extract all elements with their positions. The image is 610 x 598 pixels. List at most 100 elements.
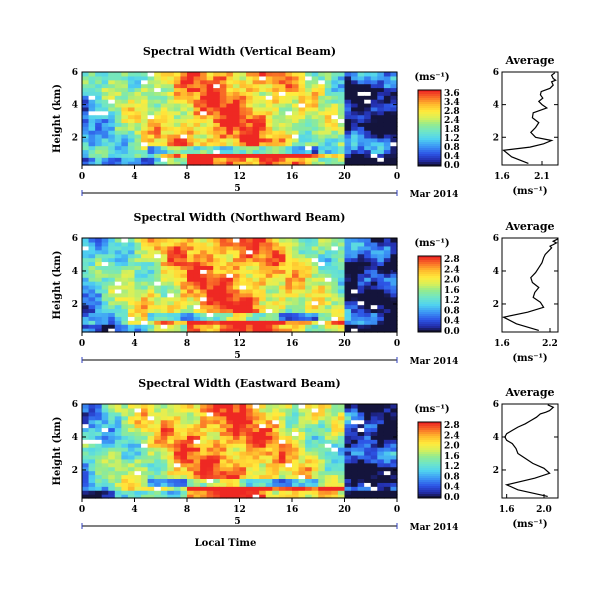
heatmap-cell (121, 134, 129, 139)
heatmap-cell (351, 238, 359, 243)
heatmap-cell (95, 482, 103, 487)
heatmap-cell (134, 427, 142, 433)
heatmap-cell (383, 320, 392, 325)
heatmap-cell (252, 411, 260, 417)
heatmap-cell (108, 72, 116, 77)
heatmap-cell (265, 443, 273, 448)
heatmap-cell (292, 443, 300, 448)
heatmap-cell (141, 257, 149, 263)
heatmap-cell (180, 269, 188, 274)
heatmap-cell (285, 277, 293, 282)
heatmap-cell (167, 79, 175, 85)
heatmap-cell (173, 153, 182, 158)
colorbar-frame (417, 89, 442, 167)
heatmap-cell (95, 153, 103, 158)
heatmap-cell (285, 482, 293, 487)
heatmap-cell (180, 134, 188, 139)
heatmap-cell (390, 257, 398, 263)
heatmap-cell (318, 443, 326, 448)
heatmap-cell (193, 486, 201, 491)
heatmap-cell (114, 411, 122, 417)
heatmap-cell (108, 292, 116, 298)
heatmap-cell (141, 157, 149, 162)
heatmap-cell (364, 122, 372, 127)
heatmap-cell (239, 292, 247, 298)
heatmap-cell (331, 83, 339, 89)
heatmap-cell (108, 106, 116, 112)
heatmap-cell (265, 474, 273, 480)
heatmap-cell (226, 130, 234, 135)
heatmap-cell (239, 447, 247, 452)
heatmap-cell (206, 118, 214, 123)
heatmap-cell (259, 157, 267, 162)
heatmap-cell (147, 486, 155, 491)
heatmap-cell (351, 304, 359, 310)
colorbar-swatch (418, 120, 441, 123)
heatmap-cell (318, 312, 326, 317)
heatmap-cell (298, 431, 306, 436)
heatmap-cell (239, 494, 247, 499)
heatmap-cell (193, 103, 201, 108)
heatmap-cell (187, 114, 195, 120)
heatmap-cell (278, 466, 287, 472)
heatmap-cell (383, 454, 392, 460)
heatmap-cell (114, 141, 122, 147)
heatmap-cell (357, 427, 365, 433)
heatmap-cell (259, 296, 267, 302)
heatmap-cell (364, 245, 372, 251)
heatmap-cell (226, 91, 234, 96)
heatmap-cell (101, 312, 109, 317)
heatmap-cell (213, 79, 221, 85)
colorbar-swatch (418, 128, 441, 131)
heatmap-cell (239, 486, 247, 491)
heatmap-cell (134, 75, 142, 81)
heatmap-cell (239, 482, 247, 487)
heatmap-cell (200, 130, 208, 135)
heatmap-cell (173, 482, 182, 487)
heatmap-cell (193, 72, 201, 77)
heatmap-cell (88, 419, 96, 425)
heatmap-cell (213, 443, 221, 448)
heatmap-cell (390, 490, 398, 495)
heatmap-cell (337, 304, 346, 310)
colorbar-tick-label: 0.8 (444, 306, 460, 316)
heatmap-cell (272, 106, 280, 112)
heatmap-cell (88, 265, 96, 270)
heatmap-cell (390, 462, 398, 468)
heatmap-cell (193, 269, 201, 274)
heatmap-cell (324, 300, 332, 306)
colorbar-swatch (418, 488, 441, 491)
heatmap-cell (160, 257, 168, 263)
heatmap-cell (213, 451, 221, 456)
heatmap-cell (259, 153, 267, 158)
heatmap-cell (246, 95, 254, 100)
heatmap-cell (134, 458, 142, 464)
heatmap-cell (364, 106, 372, 112)
heatmap-cell (95, 304, 103, 310)
heatmap-cell (154, 269, 162, 274)
heatmap-cell (114, 281, 122, 286)
heatmap-cell (318, 91, 326, 96)
heatmap-cell (147, 451, 155, 456)
heatmap-cell (173, 411, 182, 417)
heatmap-cell (318, 87, 326, 92)
heatmap-cell (213, 157, 221, 162)
heatmap-cell (232, 126, 241, 131)
heatmap-cell (180, 494, 188, 499)
heatmap-cell (383, 99, 392, 104)
heatmap-cell (108, 415, 116, 421)
heatmap-cell (344, 134, 352, 139)
heatmap-cell (383, 482, 392, 487)
heatmap-cell (259, 411, 267, 417)
heatmap-cell (173, 435, 182, 440)
heatmap-cell (213, 72, 221, 77)
heatmap-cell (292, 404, 300, 409)
heatmap-cell (127, 292, 136, 298)
heatmap-cell (259, 99, 267, 104)
heatmap-cell (95, 126, 103, 131)
heatmap-cell (173, 443, 182, 448)
heatmap-cell (147, 126, 155, 131)
heatmap-cell (121, 300, 129, 306)
heatmap-cell (213, 482, 221, 487)
heatmap-cell (377, 87, 385, 92)
